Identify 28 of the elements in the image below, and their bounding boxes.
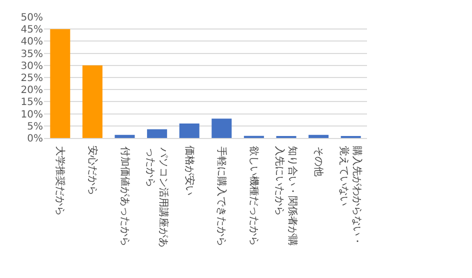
bar [50, 29, 70, 138]
x-tick-label: 知り合い・関係者が購入先にいたから [273, 146, 298, 246]
x-tick-label: 付加価値があったから [118, 146, 131, 246]
y-tick-label: 25% [20, 73, 43, 84]
x-tick-label: 手軽に購入できたから [216, 146, 228, 246]
y-tick-label: 30% [20, 60, 43, 72]
bar [179, 123, 200, 138]
y-tick-label: 0% [27, 134, 43, 144]
x-tick-label: 安心だから [86, 146, 98, 196]
x-tick-label: 大学推奨だから [54, 146, 66, 216]
bar [147, 129, 168, 138]
x-tick-label: 価格が安い [183, 146, 196, 196]
bar [82, 65, 102, 138]
x-tick-label: その他 [312, 146, 325, 176]
y-tick-label: 50% [20, 12, 43, 24]
y-tick-label: 40% [20, 36, 43, 48]
bar [212, 118, 232, 138]
x-tick-label: 購入先がわからない・覚えていない [338, 146, 363, 246]
bar [308, 134, 329, 138]
y-tick-label: 45% [20, 24, 43, 36]
x-tick-label: パソコン活用講座があったから [144, 146, 170, 248]
y-tick-label: 20% [20, 85, 43, 96]
y-tick-label: 35% [20, 48, 43, 60]
y-tick-label: 15% [20, 97, 43, 108]
bar [114, 134, 135, 138]
x-tick-label: 欲しい機種だったから [248, 146, 260, 246]
y-tick-label: 5% [27, 121, 43, 132]
y-tick-label: 10% [20, 109, 43, 120]
